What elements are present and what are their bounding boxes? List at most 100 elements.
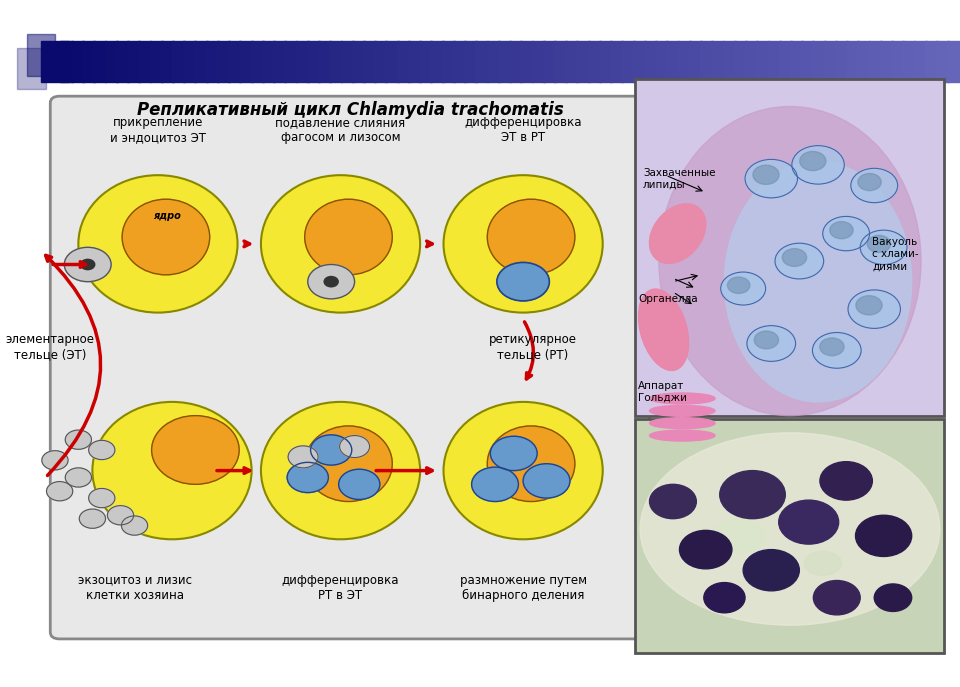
Bar bbox=[442, 41, 455, 82]
FancyBboxPatch shape bbox=[636, 79, 945, 416]
Bar bbox=[341, 41, 353, 82]
Circle shape bbox=[829, 221, 853, 239]
Circle shape bbox=[288, 446, 318, 468]
Text: ядро: ядро bbox=[154, 212, 181, 221]
Ellipse shape bbox=[304, 426, 393, 502]
Circle shape bbox=[848, 290, 900, 328]
Text: Вакуоль
с хлами-
диями: Вакуоль с хлами- диями bbox=[873, 237, 919, 271]
Ellipse shape bbox=[710, 519, 767, 553]
Bar bbox=[869, 41, 881, 82]
Bar bbox=[588, 41, 601, 82]
Bar bbox=[621, 41, 635, 82]
Circle shape bbox=[88, 488, 115, 508]
Text: Захваченные
липиды: Захваченные липиды bbox=[643, 168, 715, 190]
Bar bbox=[138, 41, 152, 82]
Circle shape bbox=[340, 436, 370, 458]
Circle shape bbox=[491, 436, 538, 471]
Circle shape bbox=[855, 515, 912, 556]
Bar bbox=[17, 48, 45, 89]
Circle shape bbox=[782, 249, 806, 267]
Bar bbox=[857, 41, 871, 82]
Bar bbox=[251, 41, 264, 82]
Bar bbox=[228, 41, 241, 82]
Bar bbox=[565, 41, 578, 82]
Text: Репликативный цикл Chlamydia trachomatis: Репликативный цикл Chlamydia trachomatis bbox=[136, 101, 564, 119]
Bar bbox=[711, 41, 725, 82]
Ellipse shape bbox=[650, 430, 715, 441]
Bar bbox=[329, 41, 343, 82]
Circle shape bbox=[81, 260, 95, 270]
Bar bbox=[396, 41, 410, 82]
Ellipse shape bbox=[650, 204, 706, 263]
Circle shape bbox=[792, 146, 844, 184]
Bar bbox=[284, 41, 298, 82]
Bar bbox=[599, 41, 612, 82]
Text: Аппарат
Гольджи: Аппарат Гольджи bbox=[638, 381, 687, 403]
Bar bbox=[487, 41, 500, 82]
Bar bbox=[924, 41, 938, 82]
Circle shape bbox=[65, 468, 91, 487]
Bar bbox=[71, 41, 84, 82]
Ellipse shape bbox=[92, 402, 252, 539]
Bar bbox=[689, 41, 702, 82]
Bar bbox=[509, 41, 522, 82]
Bar bbox=[408, 41, 421, 82]
Circle shape bbox=[287, 462, 328, 493]
Ellipse shape bbox=[261, 402, 420, 539]
Bar bbox=[936, 41, 949, 82]
Ellipse shape bbox=[304, 199, 393, 275]
Circle shape bbox=[721, 272, 766, 305]
Ellipse shape bbox=[444, 402, 603, 539]
Circle shape bbox=[650, 484, 696, 519]
Bar bbox=[733, 41, 747, 82]
Circle shape bbox=[747, 326, 796, 361]
Bar bbox=[723, 41, 735, 82]
Circle shape bbox=[523, 464, 570, 498]
Circle shape bbox=[779, 500, 839, 544]
Circle shape bbox=[308, 264, 354, 299]
Bar bbox=[172, 41, 185, 82]
Bar bbox=[880, 41, 893, 82]
Circle shape bbox=[704, 583, 745, 613]
Bar bbox=[666, 41, 680, 82]
Circle shape bbox=[800, 151, 826, 170]
Circle shape bbox=[65, 430, 91, 449]
Bar bbox=[307, 41, 320, 82]
Bar bbox=[116, 41, 129, 82]
Bar bbox=[262, 41, 275, 82]
Circle shape bbox=[860, 230, 907, 264]
Ellipse shape bbox=[79, 175, 237, 313]
Circle shape bbox=[813, 581, 860, 615]
Circle shape bbox=[820, 338, 844, 356]
Bar bbox=[824, 41, 837, 82]
Text: элементарное
тельце (ЭТ): элементарное тельце (ЭТ) bbox=[6, 333, 95, 361]
Text: размножение путем
бинарного деления: размножение путем бинарного деления bbox=[460, 574, 587, 602]
Circle shape bbox=[720, 471, 785, 519]
Circle shape bbox=[46, 482, 73, 501]
Ellipse shape bbox=[152, 416, 239, 484]
Circle shape bbox=[471, 467, 518, 502]
Circle shape bbox=[497, 262, 549, 301]
Circle shape bbox=[311, 435, 351, 465]
Bar bbox=[577, 41, 589, 82]
Ellipse shape bbox=[444, 175, 603, 313]
Text: дифференцировка
ЭТ в РТ: дифференцировка ЭТ в РТ bbox=[465, 116, 582, 144]
Bar bbox=[195, 41, 207, 82]
Bar bbox=[812, 41, 826, 82]
Bar bbox=[93, 41, 107, 82]
Circle shape bbox=[339, 469, 380, 499]
Bar bbox=[217, 41, 230, 82]
Bar bbox=[205, 41, 219, 82]
Bar bbox=[835, 41, 848, 82]
Bar bbox=[464, 41, 477, 82]
Ellipse shape bbox=[725, 161, 912, 402]
Bar bbox=[318, 41, 331, 82]
Bar bbox=[891, 41, 904, 82]
Bar bbox=[790, 41, 804, 82]
Bar bbox=[60, 41, 73, 82]
Circle shape bbox=[108, 506, 133, 525]
Bar bbox=[633, 41, 646, 82]
Ellipse shape bbox=[659, 106, 921, 416]
Bar bbox=[678, 41, 691, 82]
Text: экзоцитоз и лизис
клетки хозяина: экзоцитоз и лизис клетки хозяина bbox=[78, 574, 192, 602]
